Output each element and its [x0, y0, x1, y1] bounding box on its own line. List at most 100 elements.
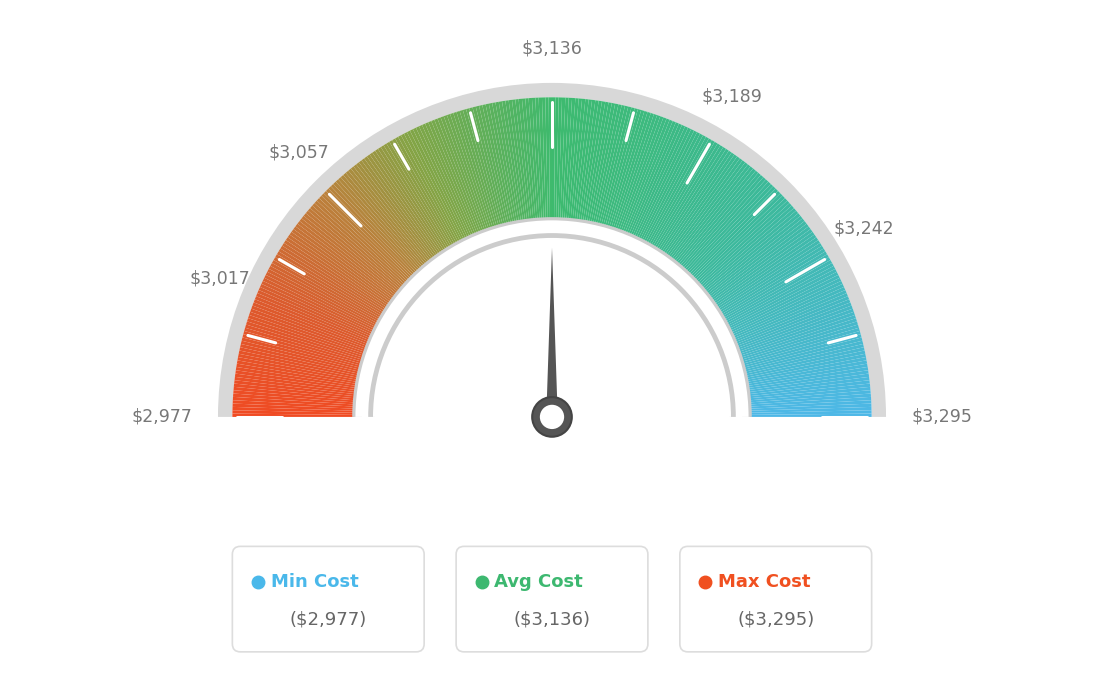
Wedge shape	[697, 198, 787, 283]
Wedge shape	[217, 83, 887, 417]
Wedge shape	[353, 164, 431, 262]
Wedge shape	[619, 116, 664, 231]
Wedge shape	[236, 364, 357, 386]
Wedge shape	[399, 135, 458, 244]
Wedge shape	[647, 137, 709, 244]
Wedge shape	[723, 254, 829, 318]
Wedge shape	[535, 97, 543, 219]
Wedge shape	[312, 203, 405, 286]
Wedge shape	[750, 384, 870, 398]
Wedge shape	[635, 126, 688, 237]
Text: $3,017: $3,017	[190, 270, 251, 288]
Wedge shape	[689, 186, 776, 275]
Wedge shape	[657, 146, 723, 250]
Wedge shape	[381, 146, 447, 250]
Wedge shape	[323, 191, 412, 278]
Wedge shape	[352, 217, 752, 417]
FancyBboxPatch shape	[232, 546, 424, 652]
Wedge shape	[296, 224, 394, 299]
Wedge shape	[473, 106, 505, 225]
Wedge shape	[256, 293, 370, 342]
Wedge shape	[243, 331, 361, 366]
Wedge shape	[234, 377, 355, 394]
Wedge shape	[724, 260, 832, 322]
Wedge shape	[743, 334, 861, 368]
Wedge shape	[545, 97, 550, 219]
Wedge shape	[410, 129, 466, 239]
Wedge shape	[750, 411, 872, 415]
Wedge shape	[658, 147, 726, 250]
Wedge shape	[622, 117, 667, 232]
Wedge shape	[595, 105, 625, 224]
Wedge shape	[252, 306, 367, 350]
Wedge shape	[233, 387, 354, 400]
Wedge shape	[299, 218, 396, 295]
Wedge shape	[734, 290, 847, 340]
Wedge shape	[235, 371, 355, 390]
Wedge shape	[486, 104, 513, 223]
Wedge shape	[233, 400, 354, 408]
Wedge shape	[578, 100, 598, 221]
Wedge shape	[711, 226, 810, 300]
Wedge shape	[644, 134, 703, 242]
Wedge shape	[328, 186, 415, 275]
Wedge shape	[703, 210, 798, 290]
Text: ($2,977): ($2,977)	[289, 611, 367, 629]
Wedge shape	[750, 407, 871, 413]
Wedge shape	[585, 101, 608, 222]
Wedge shape	[740, 315, 856, 355]
Wedge shape	[684, 179, 768, 271]
Wedge shape	[704, 213, 800, 292]
Wedge shape	[629, 122, 679, 235]
Wedge shape	[722, 251, 827, 316]
Circle shape	[540, 405, 564, 429]
Wedge shape	[745, 344, 864, 374]
Wedge shape	[743, 331, 861, 366]
Wedge shape	[749, 377, 870, 394]
Wedge shape	[246, 322, 363, 359]
Wedge shape	[258, 287, 371, 338]
Wedge shape	[749, 380, 870, 396]
Wedge shape	[742, 328, 860, 364]
Wedge shape	[693, 193, 783, 279]
Wedge shape	[321, 193, 411, 279]
Wedge shape	[702, 208, 796, 289]
Text: Min Cost: Min Cost	[270, 573, 359, 591]
Wedge shape	[726, 266, 836, 325]
Wedge shape	[746, 354, 866, 380]
Wedge shape	[539, 97, 545, 219]
Wedge shape	[234, 384, 354, 398]
Wedge shape	[264, 275, 374, 331]
Wedge shape	[233, 397, 354, 406]
Wedge shape	[683, 177, 766, 270]
Wedge shape	[434, 119, 481, 233]
Wedge shape	[234, 380, 355, 396]
Wedge shape	[593, 104, 622, 224]
Wedge shape	[714, 235, 816, 306]
Wedge shape	[552, 97, 555, 219]
Wedge shape	[562, 98, 572, 219]
Wedge shape	[677, 168, 756, 264]
Wedge shape	[401, 134, 460, 242]
Wedge shape	[542, 97, 548, 219]
Wedge shape	[237, 357, 358, 382]
Wedge shape	[263, 278, 373, 333]
Wedge shape	[731, 278, 841, 333]
Wedge shape	[602, 108, 635, 226]
Wedge shape	[267, 269, 376, 327]
Wedge shape	[720, 246, 824, 313]
Wedge shape	[242, 337, 360, 370]
Wedge shape	[233, 393, 354, 404]
Wedge shape	[502, 101, 523, 221]
Wedge shape	[301, 216, 397, 294]
Text: $3,136: $3,136	[521, 39, 583, 57]
Wedge shape	[707, 216, 803, 294]
Wedge shape	[687, 181, 771, 273]
Wedge shape	[233, 404, 354, 411]
Wedge shape	[338, 177, 421, 270]
Wedge shape	[310, 206, 403, 288]
Wedge shape	[395, 137, 457, 244]
Wedge shape	[718, 240, 820, 309]
Wedge shape	[587, 102, 612, 222]
Wedge shape	[245, 324, 362, 362]
